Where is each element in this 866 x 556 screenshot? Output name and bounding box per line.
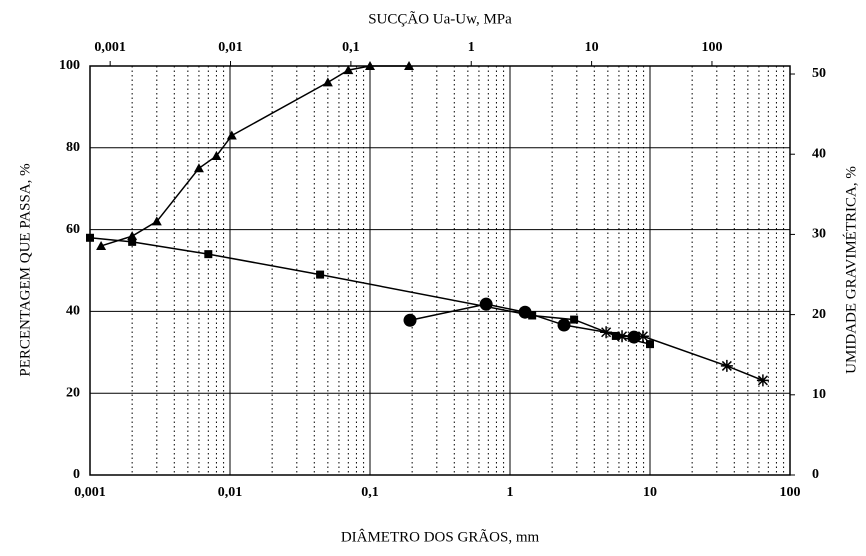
y2-tick-label: 10: [812, 387, 826, 402]
x2-tick-label: 0,1: [342, 40, 360, 55]
x2-tick-label: 0,001: [94, 40, 126, 55]
y-axis-title: PERCENTAGEM QUE PASSA, %: [17, 163, 33, 376]
marker-circle: [518, 305, 532, 319]
marker-asterisk: [616, 330, 629, 343]
x-tick-label: 100: [780, 485, 801, 500]
x-axis-title: DIÂMETRO DOS GRÃOS, mm: [341, 528, 540, 545]
x2-axis-title: SUCÇÃO Ua-Uw, MPa: [368, 11, 512, 27]
y2-axis-title: UMIDADE GRAVIMÉTRICA, %: [842, 166, 859, 374]
marker-triangle: [96, 240, 107, 250]
y2-tick-label: 40: [812, 146, 826, 161]
marker-square: [316, 270, 325, 279]
y-tick-label: 80: [66, 140, 80, 155]
marker-asterisk: [636, 330, 649, 343]
marker-circle: [403, 313, 417, 327]
x-tick-label: 0,01: [218, 485, 243, 500]
x2-tick-label: 0,01: [218, 40, 243, 55]
y2-tick-label: 30: [812, 227, 826, 242]
y2-tick-label: 50: [812, 66, 826, 81]
y-tick-label: 100: [59, 58, 80, 73]
marker-triangle: [365, 61, 375, 70]
marker-asterisk: [720, 359, 733, 372]
marker-square: [611, 331, 620, 340]
x-tick-label: 10: [643, 485, 657, 500]
plot-frame: [89, 65, 791, 476]
marker-square: [128, 237, 137, 246]
x-tick-label: 0,001: [74, 485, 106, 500]
marker-circle: [479, 297, 493, 311]
x2-tick-label: 100: [701, 40, 722, 55]
y2-tick-label: 20: [812, 307, 826, 322]
marker-square: [570, 315, 579, 324]
x-tick-label: 0,1: [361, 485, 379, 500]
marker-triangle: [193, 163, 204, 173]
marker-circle: [557, 318, 571, 332]
marker-square: [528, 311, 537, 320]
marker-triangle: [226, 130, 237, 140]
marker-square: [204, 250, 213, 259]
marker-square: [646, 340, 654, 349]
x-tick-label: 1: [507, 485, 514, 500]
series-line: [100, 65, 410, 247]
marker-circle: [627, 330, 641, 344]
marker-triangle: [322, 77, 333, 87]
y-tick-label: 0: [73, 467, 80, 482]
marker-triangle: [404, 61, 415, 70]
y-tick-label: 20: [66, 385, 80, 400]
marker-asterisk: [600, 326, 613, 339]
x2-tick-label: 10: [585, 40, 599, 55]
y-tick-label: 60: [66, 222, 80, 237]
marker-triangle: [151, 216, 162, 226]
marker-triangle: [211, 150, 222, 160]
y-tick-label: 40: [66, 304, 80, 319]
x2-tick-label: 1: [468, 40, 475, 55]
marker-square: [86, 233, 94, 242]
y2-tick-label: 0: [812, 467, 819, 482]
marker-asterisk: [756, 374, 769, 387]
marker-triangle: [343, 65, 354, 75]
